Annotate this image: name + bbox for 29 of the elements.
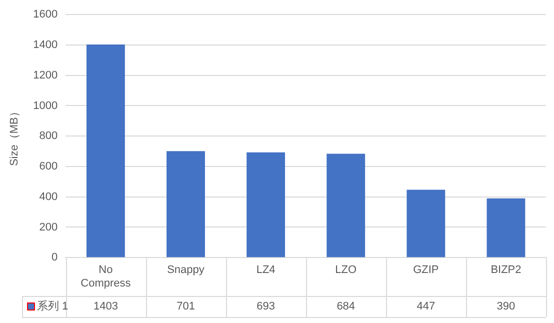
x-tick-label: GZIP bbox=[413, 264, 439, 276]
y-tick-label: 1600 bbox=[33, 8, 58, 21]
x-tick-label: LZ4 bbox=[256, 264, 276, 276]
legend-label: 系列 1 bbox=[37, 300, 68, 313]
bar bbox=[246, 152, 286, 258]
y-tick-label: 800 bbox=[39, 130, 58, 142]
y-tick-label: 1000 bbox=[33, 100, 58, 112]
data-label: 693 bbox=[256, 300, 275, 313]
x-tick-label: LZO bbox=[335, 264, 357, 276]
bar bbox=[166, 151, 205, 258]
y-tick-label: 1400 bbox=[33, 39, 58, 52]
x-tick-label: BIZP2 bbox=[490, 264, 522, 276]
bar bbox=[406, 190, 446, 258]
y-axis-title: Size（MB） bbox=[8, 106, 21, 166]
y-tick-label: 600 bbox=[39, 160, 58, 173]
data-label: 447 bbox=[416, 300, 436, 313]
x-tick-label: No Compress bbox=[80, 264, 132, 290]
y-tick-label: 0 bbox=[52, 252, 58, 264]
y-tick-label: 1200 bbox=[33, 69, 58, 82]
y-tick-label: 200 bbox=[39, 221, 58, 234]
bar bbox=[486, 198, 526, 258]
x-tick-label: Snappy bbox=[167, 264, 205, 276]
data-label: 684 bbox=[336, 300, 356, 313]
data-label: 390 bbox=[496, 300, 516, 313]
bar bbox=[86, 44, 125, 258]
data-label: 701 bbox=[176, 300, 195, 313]
bar bbox=[326, 154, 366, 258]
y-tick-label: 400 bbox=[39, 190, 58, 203]
data-label: 1403 bbox=[93, 300, 118, 313]
